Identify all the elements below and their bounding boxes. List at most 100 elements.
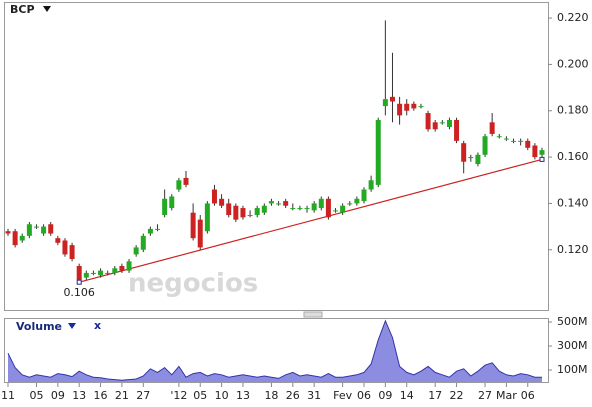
x-tick-label: 09 xyxy=(378,389,392,402)
candle-body xyxy=(304,208,310,210)
x-tick-label: 18 xyxy=(264,389,278,402)
candle-body xyxy=(69,245,75,260)
candle-body xyxy=(33,226,39,228)
y-tick-label: 100M xyxy=(557,363,588,376)
candle-body xyxy=(126,261,132,271)
candle-body xyxy=(155,228,161,230)
volume-title[interactable]: Volume xyxy=(16,320,62,333)
candle-body xyxy=(140,235,146,250)
candle-body xyxy=(76,265,82,280)
candle-body xyxy=(204,203,210,232)
candle-body xyxy=(468,157,474,159)
x-tick-label: 11 xyxy=(1,389,15,402)
y-tick-label: 0.180 xyxy=(557,104,589,117)
y-tick-label: 0.220 xyxy=(557,11,589,24)
y-tick-label: 0.140 xyxy=(557,196,589,209)
candle-body xyxy=(418,106,424,108)
candle-body xyxy=(90,272,96,274)
x-tick-label: 14 xyxy=(400,389,414,402)
candle-body xyxy=(404,103,410,111)
x-tick-label: 13 xyxy=(236,389,250,402)
x-tick-label: '12 xyxy=(170,389,187,402)
candle-body xyxy=(12,231,18,246)
watermark: negocios xyxy=(128,269,258,299)
candle-body xyxy=(83,272,89,278)
candle-body xyxy=(340,205,346,213)
candle-body xyxy=(532,145,538,158)
candle-body xyxy=(446,120,452,127)
candle-body xyxy=(290,208,296,210)
candle-body xyxy=(26,224,32,236)
y-tick-label: 0.160 xyxy=(557,150,589,163)
x-tick-label: 31 xyxy=(307,389,321,402)
low-marker xyxy=(76,279,82,285)
x-tick-label: Fev xyxy=(333,389,352,402)
candle-body xyxy=(219,198,225,206)
candle-body xyxy=(283,201,289,206)
candle-body xyxy=(454,120,460,141)
y-tick-label: 0.120 xyxy=(557,243,589,256)
last-marker xyxy=(539,156,545,162)
candle-body xyxy=(240,208,246,218)
candle-body xyxy=(112,268,118,273)
candle-body xyxy=(254,208,260,216)
x-tick-label: 27 xyxy=(136,389,150,402)
candle-body xyxy=(55,238,61,243)
x-tick-label: 05 xyxy=(29,389,43,402)
candle-body xyxy=(247,215,253,217)
volume-area xyxy=(8,320,542,382)
x-tick-label: 06 xyxy=(357,389,371,402)
candle-body xyxy=(375,120,381,185)
candle-body xyxy=(133,247,139,255)
candle-body xyxy=(354,198,360,204)
splitter[interactable] xyxy=(303,311,323,318)
candle-body xyxy=(190,212,196,239)
candle-body xyxy=(325,198,331,218)
candle-body xyxy=(318,198,324,209)
candle-body xyxy=(62,240,68,255)
candle-body xyxy=(475,154,481,165)
candle-body xyxy=(98,270,104,276)
candle-body xyxy=(211,189,217,204)
candle-body xyxy=(489,122,495,134)
candle-body xyxy=(169,196,175,209)
candle-body xyxy=(382,99,388,107)
candle-body xyxy=(105,272,111,274)
price-panel xyxy=(4,2,549,311)
candle-body xyxy=(439,122,445,124)
low-label: 0.106 xyxy=(63,286,95,299)
candle-body xyxy=(482,136,488,155)
symbol[interactable]: BCP xyxy=(10,3,35,16)
candle-body xyxy=(5,231,11,234)
candle-body xyxy=(41,226,47,234)
volume-menu-arrow[interactable] xyxy=(68,323,76,329)
candle-body xyxy=(162,198,168,216)
volume-line xyxy=(7,319,542,381)
y-tick-label: 300M xyxy=(557,339,588,352)
candle-body xyxy=(311,203,317,211)
trendline xyxy=(79,158,543,283)
candle-body xyxy=(539,150,545,155)
candle-body xyxy=(197,219,203,248)
x-tick-label: 06 xyxy=(521,389,535,402)
volume-close[interactable]: x xyxy=(94,319,101,332)
x-tick-label: 13 xyxy=(72,389,86,402)
candle-body xyxy=(503,138,509,140)
candle-body xyxy=(226,203,232,216)
candle-body xyxy=(268,201,274,204)
y-tick-label: 500M xyxy=(557,315,588,328)
x-tick-label: 21 xyxy=(115,389,129,402)
candle-body xyxy=(518,140,524,142)
x-tick-label: 10 xyxy=(215,389,229,402)
candle-body xyxy=(183,177,189,185)
candle-body xyxy=(461,143,467,162)
candle-body xyxy=(425,113,431,130)
candle-body xyxy=(19,235,25,241)
symbol-menu-arrow[interactable] xyxy=(43,6,51,12)
candle-body xyxy=(276,203,282,205)
x-tick-label: Mar xyxy=(496,389,517,402)
candle-body xyxy=(511,140,517,142)
x-tick-label: 27 xyxy=(478,389,492,402)
